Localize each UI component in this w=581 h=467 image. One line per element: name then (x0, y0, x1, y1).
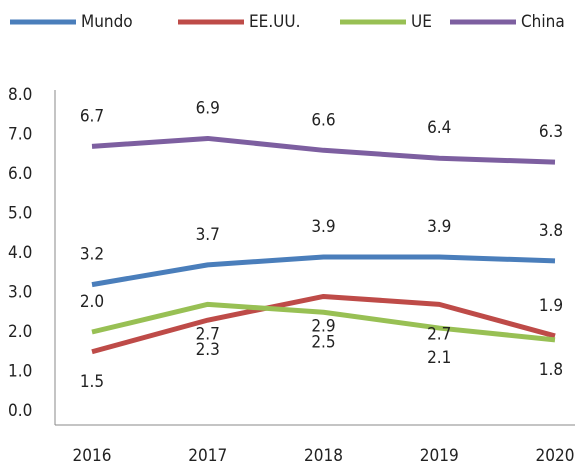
y-tick-label: 5.0 (8, 204, 32, 224)
data-label: 2.7 (196, 324, 220, 344)
data-label: 6.9 (196, 98, 220, 118)
data-label: 6.7 (80, 106, 104, 126)
series-line (91, 254, 556, 288)
data-label: 3.7 (196, 225, 220, 245)
y-tick-label: 8.0 (8, 85, 32, 105)
series-line (91, 135, 556, 165)
data-label: 1.5 (80, 372, 104, 392)
data-label: 3.9 (427, 217, 451, 237)
legend-label: Mundo (81, 12, 133, 32)
legend-label: UE (411, 12, 432, 32)
y-tick-label: 0.0 (8, 401, 32, 421)
y-tick-label: 6.0 (8, 164, 32, 184)
x-tick-label: 2019 (420, 446, 459, 466)
series-line (91, 293, 556, 355)
data-label: 3.9 (311, 217, 335, 237)
x-tick-label: 2018 (304, 446, 343, 466)
data-label: 1.8 (539, 360, 563, 380)
y-tick-label: 3.0 (8, 283, 32, 303)
x-tick-label: 2020 (536, 446, 575, 466)
data-label: 6.3 (539, 122, 563, 142)
data-label: 2.3 (196, 340, 220, 360)
data-label: 1.9 (539, 296, 563, 316)
x-tick-label: 2017 (188, 446, 227, 466)
data-label: 2.9 (311, 316, 335, 336)
data-label: 2.7 (427, 324, 451, 344)
data-label: 2.0 (80, 292, 104, 312)
data-label: 6.4 (427, 118, 451, 138)
y-tick-label: 4.0 (8, 243, 32, 263)
data-label: 3.2 (80, 245, 104, 265)
data-label: 6.6 (311, 110, 335, 130)
data-label: 3.8 (539, 221, 563, 241)
data-label: 2.1 (427, 348, 451, 368)
series-line (91, 301, 556, 343)
x-tick-label: 2016 (73, 446, 112, 466)
legend-label: China (521, 12, 565, 32)
legend-label: EE.UU. (249, 12, 300, 32)
y-tick-label: 7.0 (8, 125, 32, 145)
y-tick-label: 2.0 (8, 322, 32, 342)
y-tick-label: 1.0 (8, 362, 32, 382)
data-label: 2.5 (311, 332, 335, 352)
